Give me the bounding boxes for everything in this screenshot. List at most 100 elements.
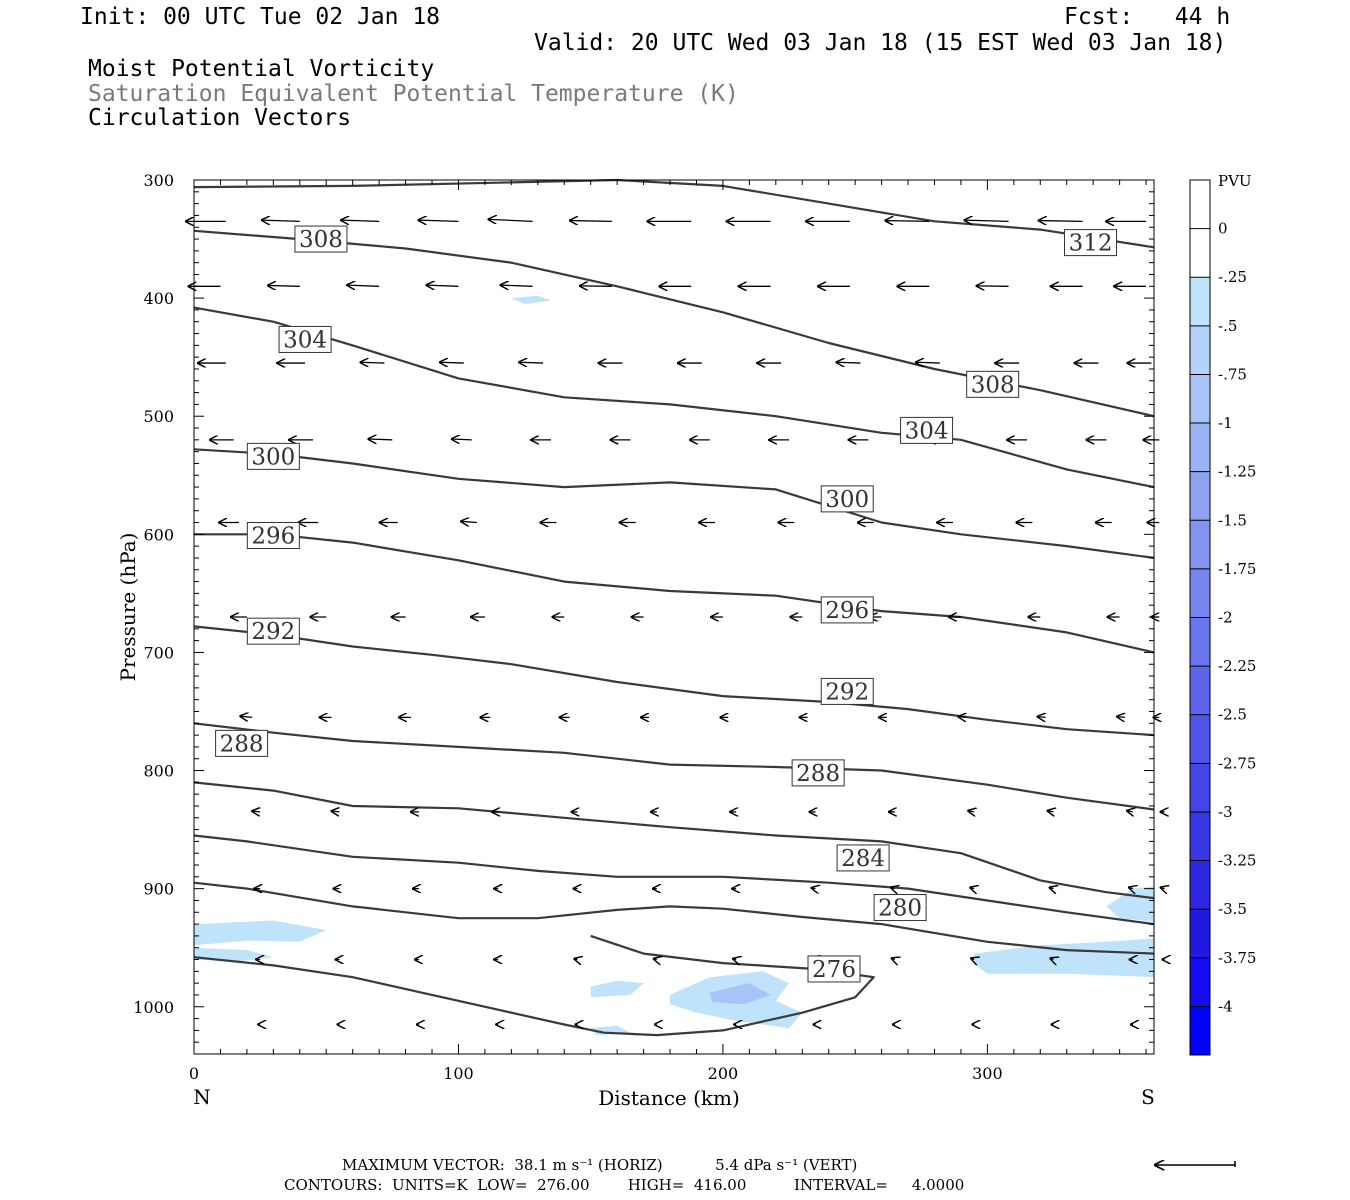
colorbar-label: -3.5 [1218,900,1247,918]
contour-label: 284 [841,846,885,872]
colorbar-label: -1.25 [1218,463,1256,481]
theta-e-contours [193,178,1155,1037]
colorbar-label: -1 [1218,414,1233,432]
vector-arrow [268,285,300,286]
plot-frame [193,179,1155,1055]
contour-label-box [215,729,269,757]
colorbar-label: -2.5 [1218,706,1247,724]
vector-arrow [916,362,940,363]
colorbar-label: -1.75 [1218,560,1256,578]
contour-label-box [807,955,861,983]
vector-arrow [418,220,459,221]
contour-label-box [246,617,300,645]
vector-arrow [970,887,974,888]
colorbar-label: -2 [1218,609,1233,627]
reference-vector [1155,1161,1236,1167]
vector-arrow [885,221,930,222]
pv-region-1 [194,947,274,962]
colorbar-band [1190,957,1210,1007]
contour-label-box [246,442,300,470]
contour-label: 292 [251,619,295,645]
contour-304 [193,448,1155,559]
y-tick-label: 1000 [133,998,174,1017]
contour-label: 288 [796,761,840,787]
y-tick-label: 700 [143,643,174,662]
contour-label-box [246,522,300,550]
contour-label: 300 [825,487,869,513]
vector-arrow [971,958,974,959]
vector-arrow [519,362,544,363]
vector-arrow [501,285,533,286]
contours-note: CONTOURS: UNITS=K LOW= 276.00 HIGH= 416.… [284,1176,965,1194]
circulation-vectors [186,219,1165,1024]
colorbar-label: -.75 [1218,365,1247,383]
vector-arrow [892,958,895,959]
y-axis-title: Pressure (hPa) [116,533,140,682]
contour-label: 288 [220,731,264,757]
contour-label: 312 [1069,231,1113,257]
vector-arrow [360,362,385,363]
colorbar-band [1190,180,1210,230]
contour-label: 276 [812,957,856,983]
y-tick-label: 500 [143,407,174,426]
pv-region-0 [194,920,327,946]
contour-label: 300 [251,444,295,470]
axes: 300 400 500 600 700 800 900 1000 0 100 200 300 N S Dis… [116,171,1155,1110]
init-label: Init: 00 UTC Tue 02 Jan 18 [80,4,441,30]
vector-arrow [452,439,472,440]
x-tick-label: 200 [708,1064,739,1083]
contour-label-box [900,416,954,444]
colorbar-band [1190,423,1210,473]
colorbar-band [1190,811,1210,862]
colorbar-band [1190,374,1210,424]
vector-arrow [347,285,380,286]
vector-arrow [891,887,895,888]
contour-label-box [1064,229,1118,257]
vector-arrow [1050,887,1054,888]
colorbar-band [1190,277,1210,327]
colorbar-label: -2.25 [1218,657,1256,675]
vector-arrow [368,439,393,440]
vector-arrow [570,221,612,222]
vector-arrow [958,717,966,718]
contour-label-box [294,225,348,253]
vector-arrow [654,959,657,960]
field-title-1: Moist Potential Vorticity [88,56,435,82]
colorbar-band [1190,520,1210,570]
contour-label: 304 [283,327,327,353]
vector-arrow [341,220,380,221]
y-tick-label: 400 [143,289,174,308]
x-end-label-left: N [193,1085,211,1109]
contour-label: 308 [299,227,343,253]
colorbar-band [1190,666,1210,716]
contour-label: 296 [251,524,295,550]
x-tick-label: 100 [443,1064,474,1083]
vector-arrow [426,285,459,286]
vector-arrow [240,716,253,717]
contour-label: 280 [878,896,922,922]
y-tick-label: 900 [143,880,174,899]
pv-colorbar: PVU 0 -.25 -.5 -.75 -1 -1.25 -1.5 -1.75 -2 -2.25 -2… [1189,172,1256,1056]
colorbar-band [1190,228,1210,278]
pv-shading-layer [194,295,1154,1036]
contour-label: 308 [971,372,1015,398]
x-tick-label: 300 [972,1064,1003,1083]
vector-arrow [733,959,736,960]
colorbar-band [1190,909,1210,959]
colorbar-band [1190,617,1210,667]
field-title-2: Saturation Equivalent Potential Temperat… [88,81,739,107]
vector-arrow [1129,887,1133,888]
vector-arrow [968,811,974,812]
vector-arrow [1161,887,1165,888]
vector-arrow [331,811,339,812]
contour-label-box [820,677,874,705]
colorbar-label: -.25 [1218,268,1247,286]
colorbar-label: -4 [1218,997,1233,1015]
pv-region-5 [709,983,771,1005]
contour-label-box [791,759,845,787]
vector-arrow [836,362,861,363]
y-tick-label: 300 [143,171,174,190]
colorbar-label: -1.5 [1218,511,1247,529]
vector-arrow [1050,958,1053,959]
contour-label: 304 [905,418,949,444]
